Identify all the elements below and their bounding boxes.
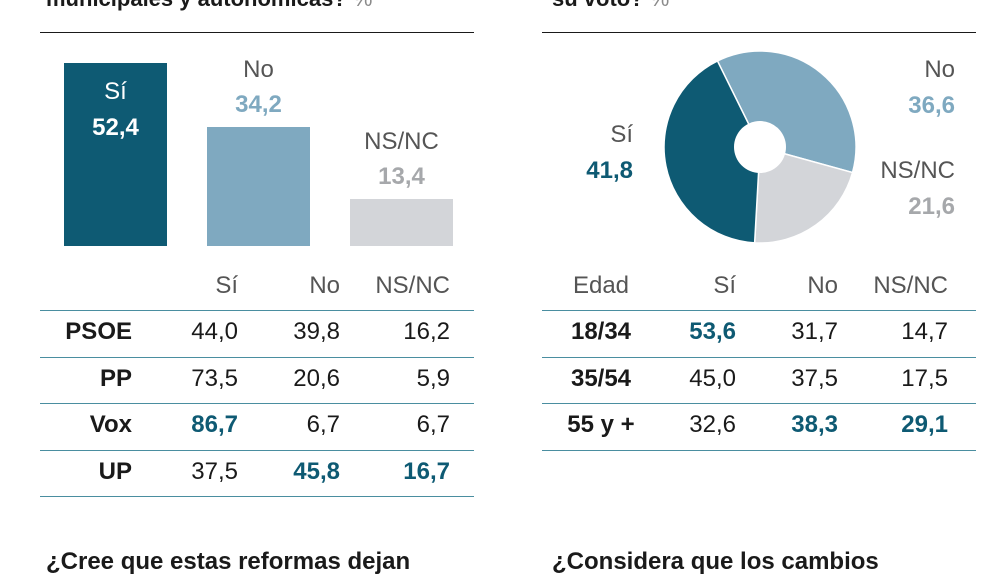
table-cell: 31,7 bbox=[791, 318, 838, 345]
table-cell: 38,3 bbox=[791, 411, 838, 438]
left-title: municipales y autonómicas? % bbox=[46, 0, 372, 12]
table-row-rule bbox=[40, 403, 474, 404]
table-cell: 29,1 bbox=[901, 411, 948, 438]
table-cell: 20,6 bbox=[293, 364, 340, 392]
table-row-label: 18/34 bbox=[570, 318, 632, 345]
table-cell: 44,0 bbox=[191, 318, 238, 345]
table-header-0: Sí bbox=[713, 272, 736, 299]
right-title-unit: % bbox=[650, 0, 670, 11]
bar-chart: Sí 52,4 No 34,2 NS/NC 13,4 bbox=[40, 40, 474, 250]
table-cell: 45,8 bbox=[293, 457, 340, 485]
table-row-rule bbox=[40, 449, 474, 451]
pie-value-0: 36,6 bbox=[908, 92, 955, 119]
table-cell: 37,5 bbox=[791, 364, 838, 392]
table-cell: 37,5 bbox=[191, 457, 238, 485]
table-header-0: Sí bbox=[215, 272, 238, 299]
table-top-rule bbox=[40, 310, 474, 311]
bar-1 bbox=[207, 126, 310, 246]
table-header-2: NS/NC bbox=[375, 272, 450, 299]
pie-label-0: No bbox=[924, 56, 955, 83]
table-header-first: Edad bbox=[572, 272, 630, 299]
table-row-label: PP bbox=[99, 364, 132, 392]
left-top-rule bbox=[40, 32, 474, 33]
bar-label-1: No bbox=[243, 55, 274, 83]
table-row-rule bbox=[542, 356, 976, 358]
table-cell: 39,8 bbox=[293, 318, 340, 345]
table-cell: 16,7 bbox=[403, 457, 450, 485]
left-footer-question: ¿Cree que estas reformas dejan bbox=[46, 548, 411, 575]
bar-value-2: 13,4 bbox=[378, 163, 425, 191]
pie-chart bbox=[663, 50, 857, 244]
right-title-text: su voto? bbox=[552, 0, 644, 11]
table-row-label: 55 y + bbox=[567, 411, 635, 438]
table-row-rule bbox=[40, 496, 474, 497]
table-cell: 16,2 bbox=[403, 318, 450, 345]
bar-value-0: 52,4 bbox=[92, 114, 139, 141]
pie-slice-1 bbox=[753, 146, 854, 244]
table-row-label: Vox bbox=[89, 411, 132, 438]
table-row-label: 35/54 bbox=[570, 364, 632, 392]
table-row-rule bbox=[542, 449, 976, 451]
right-title: su voto? % bbox=[552, 0, 669, 12]
table-header-1: No bbox=[309, 272, 340, 299]
table-top-rule bbox=[542, 310, 976, 311]
table-cell: 86,7 bbox=[191, 411, 238, 438]
table-row-rule bbox=[40, 356, 474, 358]
bar-label-0: Sí bbox=[104, 78, 127, 105]
pie-label-1: NS/NC bbox=[880, 157, 955, 184]
table-cell: 5,9 bbox=[416, 364, 450, 392]
bar-label-2: NS/NC bbox=[364, 128, 439, 156]
right-footer-question: ¿Considera que los cambios bbox=[552, 548, 879, 575]
table-cell: 45,0 bbox=[689, 364, 736, 392]
table-row-label: UP bbox=[98, 457, 132, 485]
table-cell: 73,5 bbox=[191, 364, 238, 392]
table-cell: 17,5 bbox=[901, 364, 948, 392]
table-cell: 6,7 bbox=[306, 411, 340, 438]
left-title-text: municipales y autonómicas? bbox=[46, 0, 347, 11]
table-cell: 14,7 bbox=[901, 318, 948, 345]
pie-slice-0 bbox=[716, 50, 857, 174]
table-header-2: NS/NC bbox=[873, 272, 948, 299]
bar-2 bbox=[350, 199, 453, 246]
pie-value-1: 21,6 bbox=[908, 193, 955, 220]
table-cell: 32,6 bbox=[689, 411, 736, 438]
pie-hole bbox=[734, 121, 786, 173]
bar-value-1: 34,2 bbox=[235, 90, 282, 118]
left-title-unit: % bbox=[353, 0, 373, 11]
table-row-label: PSOE bbox=[65, 318, 132, 345]
table-row-rule bbox=[542, 403, 976, 404]
table-header-1: No bbox=[807, 272, 838, 299]
right-top-rule bbox=[542, 32, 976, 33]
pie-slice-2 bbox=[663, 59, 761, 244]
table-cell: 53,6 bbox=[689, 318, 736, 345]
pie-value-2: 41,8 bbox=[586, 157, 633, 184]
bar-0 bbox=[64, 63, 167, 246]
pie-label-2: Sí bbox=[610, 121, 633, 148]
table-cell: 6,7 bbox=[416, 411, 450, 438]
